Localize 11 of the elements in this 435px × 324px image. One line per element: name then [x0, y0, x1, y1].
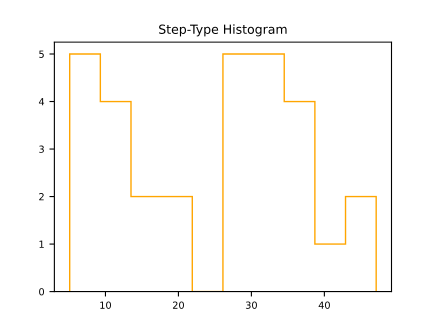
x-tick-label: 20 [172, 301, 184, 309]
x-tick-label: 40 [318, 301, 330, 309]
x-tick-label: 10 [100, 301, 111, 309]
y-tick-label: 2 [39, 193, 44, 200]
y-tick-label: 3 [39, 146, 44, 153]
x-tick-label: 30 [246, 301, 257, 309]
chart-title: Step-Type Histogram [159, 24, 287, 36]
y-tick-label: 1 [40, 240, 44, 248]
y-tick-label: 5 [39, 50, 44, 58]
y-tick-label: 4 [38, 98, 44, 106]
y-tick-label: 0 [39, 288, 44, 296]
